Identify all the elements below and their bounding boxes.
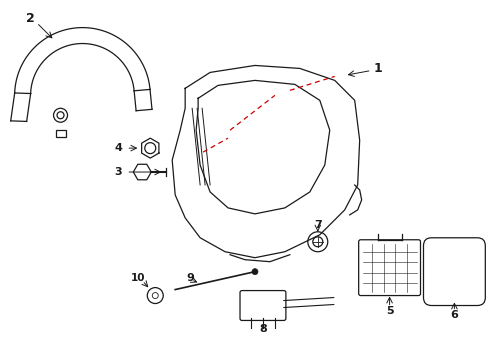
- Text: 8: 8: [259, 324, 266, 334]
- Text: 9: 9: [186, 273, 194, 283]
- Text: 4: 4: [114, 143, 122, 153]
- Text: 2: 2: [26, 12, 35, 25]
- Bar: [56, 130, 65, 137]
- Text: 3: 3: [114, 167, 122, 177]
- Circle shape: [251, 269, 258, 275]
- Text: 5: 5: [385, 306, 392, 316]
- Text: 6: 6: [449, 310, 457, 320]
- Text: 7: 7: [313, 220, 321, 230]
- Text: 10: 10: [131, 273, 145, 283]
- Text: 1: 1: [372, 62, 381, 75]
